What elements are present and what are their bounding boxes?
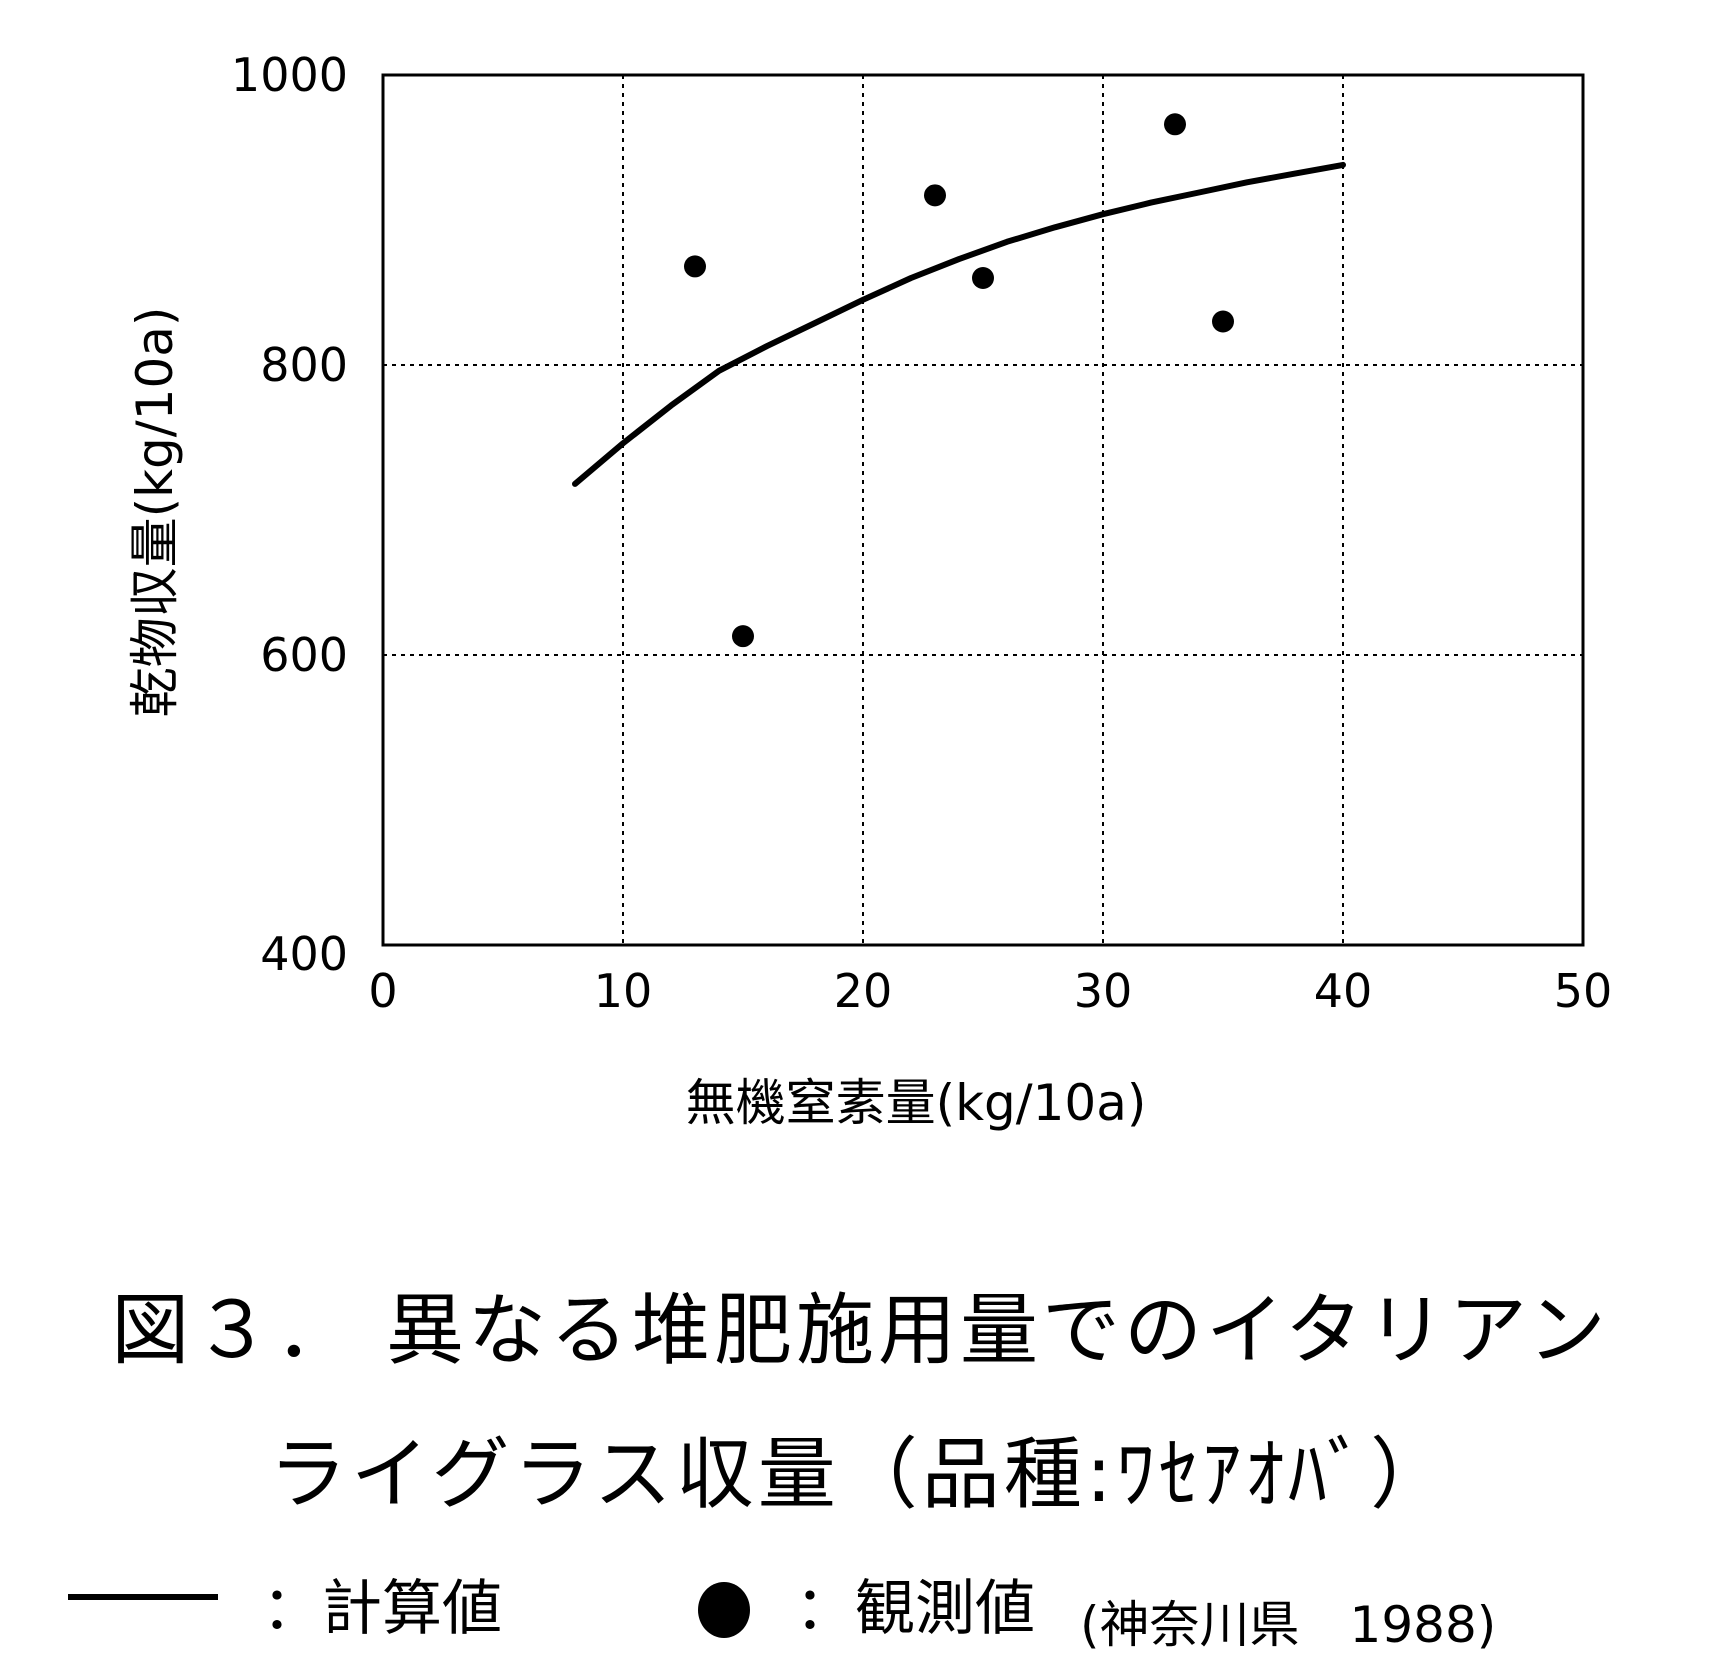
x-tick-label: 20 [834, 964, 893, 1018]
calculated-value-line [572, 161, 1346, 487]
x-tick-label: 10 [594, 964, 653, 1018]
x-axis-title: 無機窒素量(kg/10a) [686, 1074, 1147, 1132]
figure-caption-line-1: 図３． 異なる堆肥施用量でのイタリアン [111, 1286, 1610, 1376]
x-tick-label: 50 [1554, 964, 1613, 1018]
y-tick-label: 400 [260, 927, 348, 981]
legend-observed-label: ：観測値 [795, 1574, 1035, 1644]
x-tick-label: 0 [368, 964, 397, 1018]
y-tick-label: 600 [260, 628, 348, 682]
observed-point [972, 267, 994, 289]
legend-source-note: (神奈川県 1988) [1080, 1596, 1497, 1654]
observed-point [732, 625, 754, 648]
x-tick-label: 40 [1314, 964, 1373, 1018]
legend-calculated-label: ：計算値 [262, 1574, 502, 1644]
grid-lines [383, 75, 1583, 945]
observed-point [1212, 310, 1234, 333]
observed-point [1164, 113, 1186, 136]
legend-dot-swatch [698, 1582, 750, 1638]
legend-line-swatch [68, 1594, 218, 1600]
observed-point [924, 184, 946, 207]
y-tick-label: 1000 [231, 48, 348, 102]
y-axis-ticks: 400 600 800 1000 [231, 48, 348, 981]
observed-point [684, 255, 706, 278]
y-tick-label: 800 [260, 338, 348, 392]
plot-area-frame [381, 73, 1585, 947]
observed-points [684, 113, 1234, 648]
figure-caption-line-2: ライグラス収量（品種:ﾜｾｱｵﾊﾞ） [268, 1430, 1453, 1520]
x-axis-ticks: 0 10 20 30 40 50 [368, 964, 1612, 1018]
x-tick-label: 30 [1074, 964, 1133, 1018]
y-axis-title: 乾物収量(kg/10a) [126, 307, 184, 718]
